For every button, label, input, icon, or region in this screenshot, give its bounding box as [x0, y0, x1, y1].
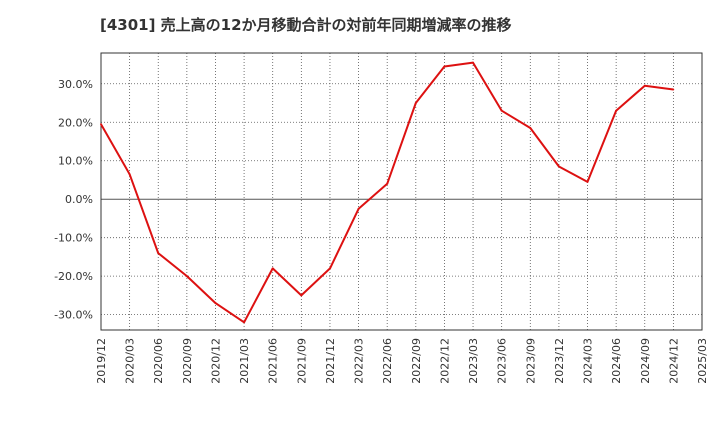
y-tick-label: 10.0%: [58, 155, 93, 168]
data-point: [300, 294, 303, 297]
x-tick-label: 2020/06: [152, 338, 165, 384]
data-point: [500, 109, 503, 112]
data-point: [643, 84, 646, 87]
plot-frame: [100, 52, 703, 331]
x-tick-label: 2022/12: [438, 338, 451, 384]
data-point: [185, 275, 188, 278]
data-point: [586, 180, 589, 183]
data-point: [615, 109, 618, 112]
x-tick-label: 2022/09: [410, 338, 423, 384]
y-tick-label: -10.0%: [54, 232, 93, 245]
data-point: [672, 88, 675, 91]
plot-area: [101, 53, 702, 330]
x-tick-label: 2023/03: [467, 338, 480, 384]
x-tick-label: 2022/06: [381, 338, 394, 384]
x-tick-label: 2021/03: [238, 338, 251, 384]
data-point: [243, 321, 245, 324]
x-tick-label: 2020/09: [181, 338, 194, 384]
x-tick-label: 2023/09: [524, 338, 537, 384]
data-point: [100, 123, 102, 126]
x-tick-label: 2020/03: [124, 338, 137, 384]
data-point: [443, 65, 446, 68]
x-tick-label: 2024/09: [639, 338, 652, 384]
y-tick-label: -20.0%: [54, 270, 93, 283]
x-tick-label: 2025/03: [696, 338, 709, 384]
data-point: [558, 165, 560, 168]
x-tick-label: 2021/12: [324, 338, 337, 384]
x-tick-label: 2024/12: [667, 338, 680, 384]
data-point: [128, 173, 131, 176]
x-tick-label: 2021/09: [295, 338, 308, 384]
x-tick-label: 2024/06: [610, 338, 623, 384]
y-tick-label: 20.0%: [58, 116, 93, 129]
data-point: [357, 207, 360, 210]
data-point: [414, 102, 417, 104]
data-point: [472, 61, 474, 64]
x-tick-label: 2023/06: [496, 338, 509, 384]
data-point: [386, 182, 389, 185]
x-tick-label: 2022/03: [353, 338, 366, 384]
x-tick-label: 2024/03: [582, 338, 595, 384]
x-tick-label: 2019/12: [95, 338, 108, 384]
data-point: [529, 127, 532, 129]
y-tick-label: 0.0%: [65, 193, 93, 206]
x-tick-label: 2023/12: [553, 338, 566, 384]
chart-title: [4301] 売上高の12か月移動合計の対前年同期増減率の推移: [100, 16, 512, 34]
y-tick-label: -30.0%: [54, 309, 93, 322]
data-point: [214, 302, 217, 304]
data-point: [157, 252, 160, 254]
x-tick-label: 2021/06: [267, 338, 280, 384]
y-tick-label: 30.0%: [58, 78, 93, 91]
data-point: [329, 267, 331, 270]
x-tick-label: 2020/12: [209, 338, 222, 384]
data-point: [271, 267, 274, 270]
